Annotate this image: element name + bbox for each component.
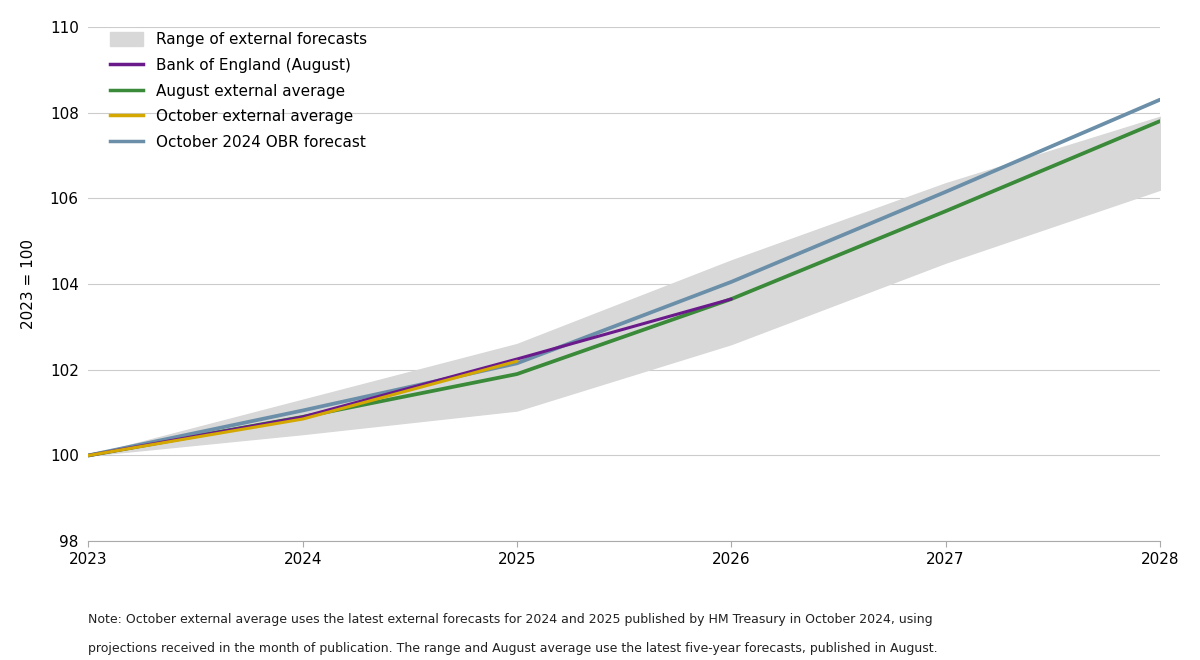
- Legend: Range of external forecasts, Bank of England (August), August external average, : Range of external forecasts, Bank of Eng…: [110, 32, 367, 150]
- Text: projections received in the month of publication. The range and August average u: projections received in the month of pub…: [89, 642, 938, 655]
- Text: Note: October external average uses the latest external forecasts for 2024 and 2: Note: October external average uses the …: [89, 613, 934, 626]
- Y-axis label: 2023 = 100: 2023 = 100: [20, 239, 36, 329]
